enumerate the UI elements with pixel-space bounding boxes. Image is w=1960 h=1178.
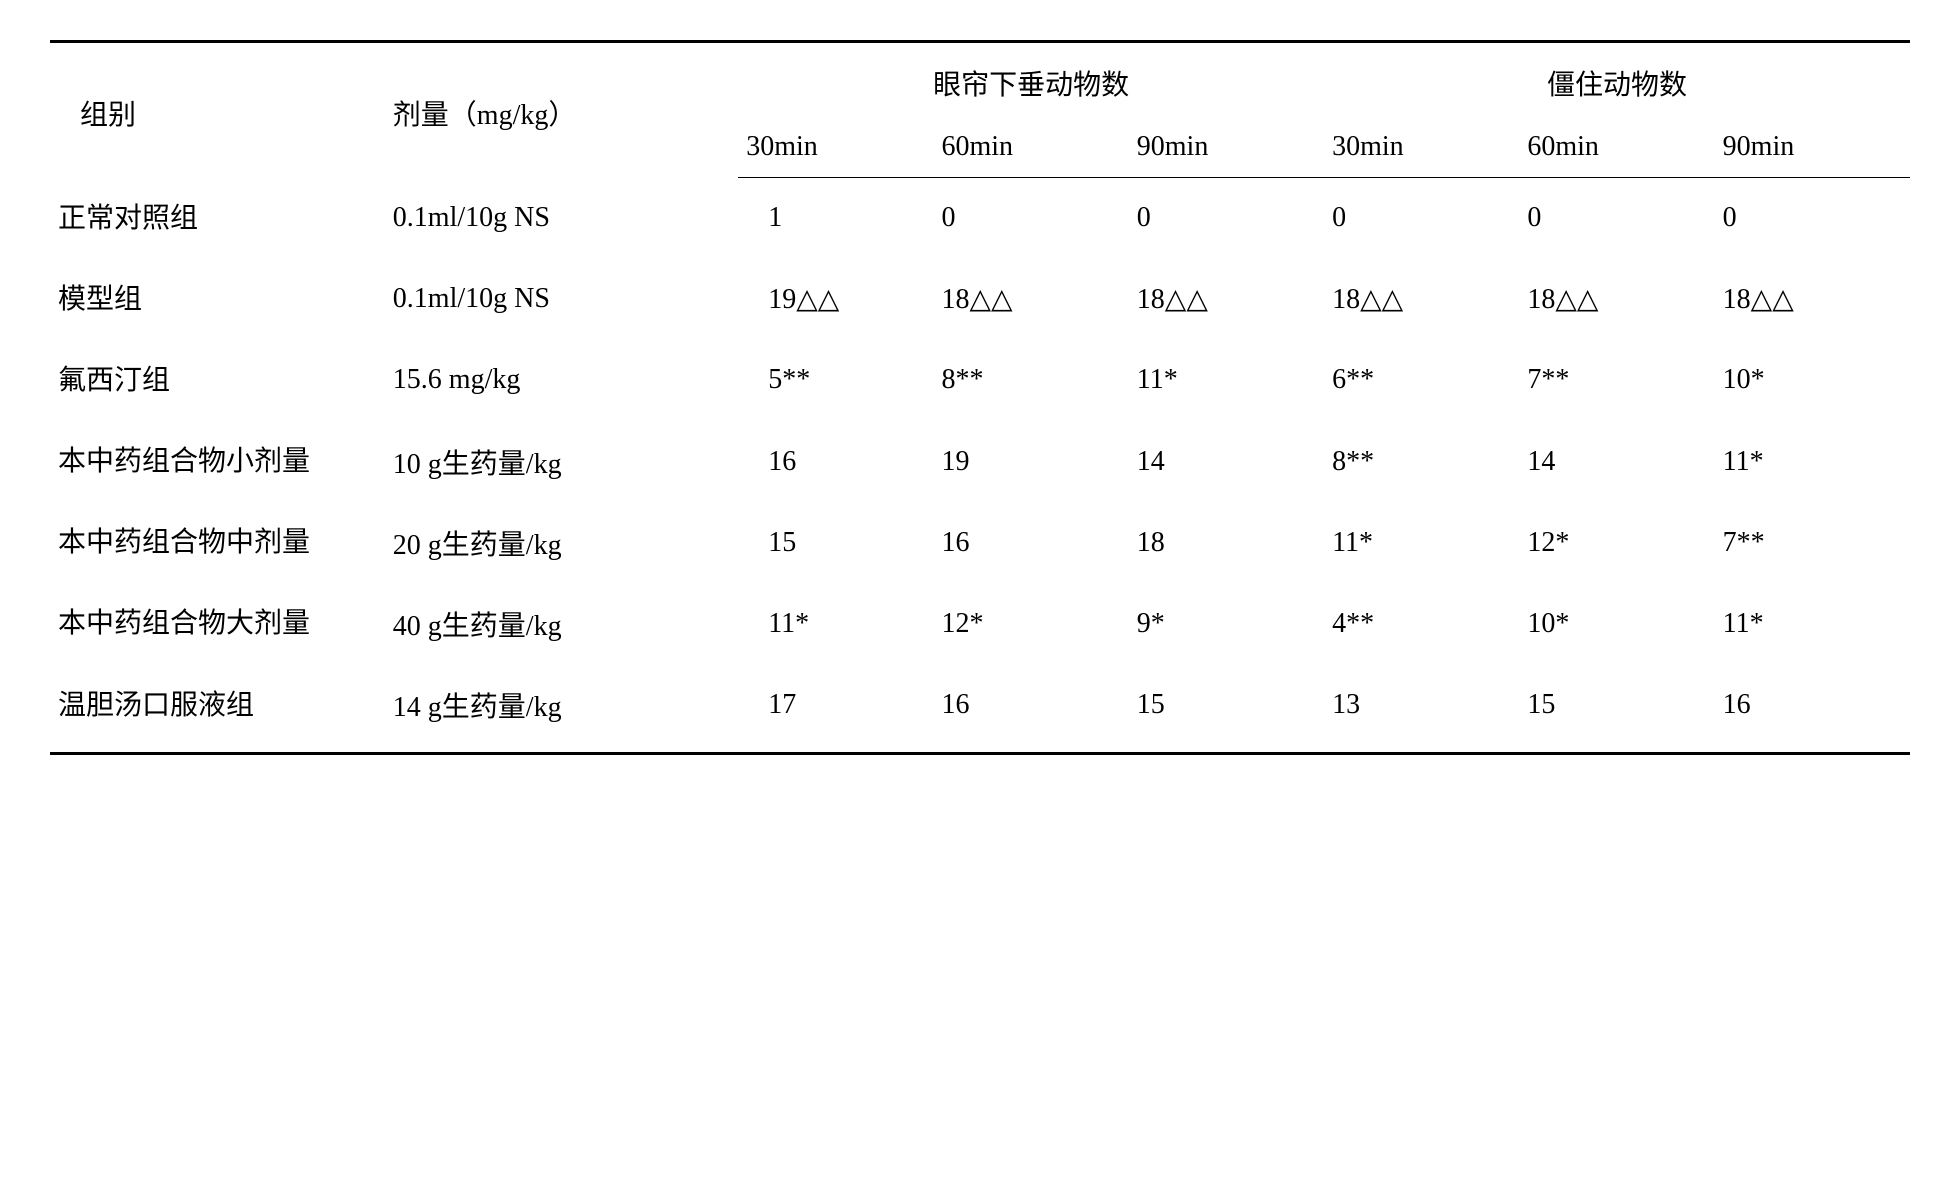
table-row: 本中药组合物大剂量 40 g生药量/kg 11* 12* 9* 4** 10* … — [50, 583, 1910, 664]
cell-p60: 19 — [933, 421, 1128, 502]
cell-p90: 18 — [1129, 502, 1324, 583]
cell-p90: 0 — [1129, 178, 1324, 259]
table-row: 氟西汀组 15.6 mg/kg 5** 8** 11* 6** 7** 10* — [50, 340, 1910, 421]
cell-p90: 15 — [1129, 665, 1324, 754]
cell-c90: 10* — [1715, 340, 1910, 421]
cell-group: 氟西汀组 — [50, 340, 385, 421]
cell-p90: 14 — [1129, 421, 1324, 502]
cell-group: 模型组 — [50, 259, 385, 340]
cell-c60: 10* — [1519, 583, 1714, 664]
cell-p30: 17 — [738, 665, 933, 754]
cell-dose: 0.1ml/10g NS — [385, 259, 738, 340]
cell-c90: 16 — [1715, 665, 1910, 754]
cell-p30: 5** — [738, 340, 933, 421]
cell-c60: 0 — [1519, 178, 1714, 259]
table-row: 模型组 0.1ml/10g NS 19△△ 18△△ 18△△ 18△△ 18△… — [50, 259, 1910, 340]
header-catalepsy: 僵住动物数 — [1324, 42, 1910, 118]
cell-group: 温胆汤口服液组 — [50, 665, 385, 754]
header-ptosis: 眼帘下垂动物数 — [738, 42, 1324, 118]
cell-dose: 40 g生药量/kg — [385, 583, 738, 664]
data-table: 组别 剂量（mg/kg） 眼帘下垂动物数 僵住动物数 30min 60min 9… — [50, 40, 1910, 755]
header-p90: 90min — [1129, 117, 1324, 178]
cell-c90: 11* — [1715, 583, 1910, 664]
cell-p30: 16 — [738, 421, 933, 502]
cell-c60: 7** — [1519, 340, 1714, 421]
header-p60: 60min — [933, 117, 1128, 178]
cell-c30: 0 — [1324, 178, 1519, 259]
cell-p60: 16 — [933, 665, 1128, 754]
cell-c90: 0 — [1715, 178, 1910, 259]
table-row: 温胆汤口服液组 14 g生药量/kg 17 16 15 13 15 16 — [50, 665, 1910, 754]
table-row: 正常对照组 0.1ml/10g NS 1 0 0 0 0 0 — [50, 178, 1910, 259]
cell-p90: 9* — [1129, 583, 1324, 664]
cell-c60: 14 — [1519, 421, 1714, 502]
cell-c90: 11* — [1715, 421, 1910, 502]
table-row: 本中药组合物中剂量 20 g生药量/kg 15 16 18 11* 12* 7*… — [50, 502, 1910, 583]
cell-p60: 8** — [933, 340, 1128, 421]
cell-p30: 11* — [738, 583, 933, 664]
cell-c30: 4** — [1324, 583, 1519, 664]
cell-c60: 18△△ — [1519, 259, 1714, 340]
header-p30: 30min — [738, 117, 933, 178]
cell-dose: 14 g生药量/kg — [385, 665, 738, 754]
cell-c60: 15 — [1519, 665, 1714, 754]
cell-c60: 12* — [1519, 502, 1714, 583]
cell-dose: 15.6 mg/kg — [385, 340, 738, 421]
cell-p30: 19△△ — [738, 259, 933, 340]
cell-dose: 10 g生药量/kg — [385, 421, 738, 502]
cell-p60: 18△△ — [933, 259, 1128, 340]
cell-dose: 20 g生药量/kg — [385, 502, 738, 583]
table-row: 本中药组合物小剂量 10 g生药量/kg 16 19 14 8** 14 11* — [50, 421, 1910, 502]
header-c60: 60min — [1519, 117, 1714, 178]
header-c30: 30min — [1324, 117, 1519, 178]
cell-c90: 18△△ — [1715, 259, 1910, 340]
cell-p90: 18△△ — [1129, 259, 1324, 340]
table-header: 组别 剂量（mg/kg） 眼帘下垂动物数 僵住动物数 30min 60min 9… — [50, 42, 1910, 178]
cell-c30: 11* — [1324, 502, 1519, 583]
cell-p90: 11* — [1129, 340, 1324, 421]
cell-c30: 18△△ — [1324, 259, 1519, 340]
cell-group: 正常对照组 — [50, 178, 385, 259]
cell-dose: 0.1ml/10g NS — [385, 178, 738, 259]
header-group: 组别 — [50, 42, 385, 178]
cell-c30: 8** — [1324, 421, 1519, 502]
cell-group: 本中药组合物大剂量 — [50, 583, 385, 664]
cell-c90: 7** — [1715, 502, 1910, 583]
table-body: 正常对照组 0.1ml/10g NS 1 0 0 0 0 0 模型组 0.1ml… — [50, 178, 1910, 754]
cell-p60: 16 — [933, 502, 1128, 583]
cell-p60: 0 — [933, 178, 1128, 259]
cell-group: 本中药组合物中剂量 — [50, 502, 385, 583]
header-c90: 90min — [1715, 117, 1910, 178]
cell-p30: 15 — [738, 502, 933, 583]
cell-group: 本中药组合物小剂量 — [50, 421, 385, 502]
cell-p30: 1 — [738, 178, 933, 259]
header-dose: 剂量（mg/kg） — [385, 42, 738, 178]
cell-c30: 13 — [1324, 665, 1519, 754]
cell-c30: 6** — [1324, 340, 1519, 421]
cell-p60: 12* — [933, 583, 1128, 664]
